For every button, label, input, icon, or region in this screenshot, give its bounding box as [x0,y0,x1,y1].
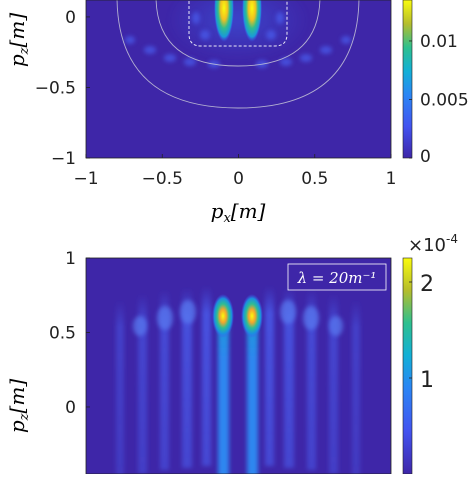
top-y-axis: 0 −0.5 −1 [35,8,90,169]
y-tick-label: 0 [65,8,76,28]
x-tick-label: 1 [386,169,397,189]
bottom-y-axis-label: pz[m] [5,379,32,433]
top-heatmap [85,0,392,159]
top-x-axis: −1 −0.5 0 0.5 1 [73,154,396,189]
y-tick-label: 0.5 [49,323,76,343]
lambda-annotation-text: λ = 20m⁻¹ [297,269,377,287]
x-tick-label: −0.5 [142,169,183,189]
bottom-y-axis: 10.50 [49,249,90,418]
colorbar-tick-label: 1 [420,368,434,393]
y-tick-label: 1 [65,249,76,269]
top-colorbar [402,0,413,159]
colorbar-tick-label: 0.005 [420,90,469,110]
top-x-axis-label: px[m] [211,199,266,226]
colorbar-tick-label: 2 [420,272,434,297]
bottom-colorbar-exponent: ×10-4 [408,232,458,256]
top-y-axis-label: pz[m] [5,13,32,67]
bottom-colorbar-ticks: 21 [409,272,434,393]
top-colorbar-ticks: 0.01 0.005 0 [409,32,469,167]
x-tick-label: −1 [73,169,98,189]
colorbar-tick-label: 0 [420,147,431,167]
y-tick-label: −1 [51,149,76,169]
y-tick-label: 0 [65,398,76,418]
lambda-annotation: λ = 20m⁻¹ [287,263,387,291]
bottom-heatmap [85,257,392,475]
y-tick-label: −0.5 [35,78,76,98]
colorbar-tick-label: 0.01 [420,32,458,52]
x-tick-label: 0 [233,169,244,189]
bottom-colorbar [402,257,413,475]
x-tick-label: 0.5 [301,169,328,189]
